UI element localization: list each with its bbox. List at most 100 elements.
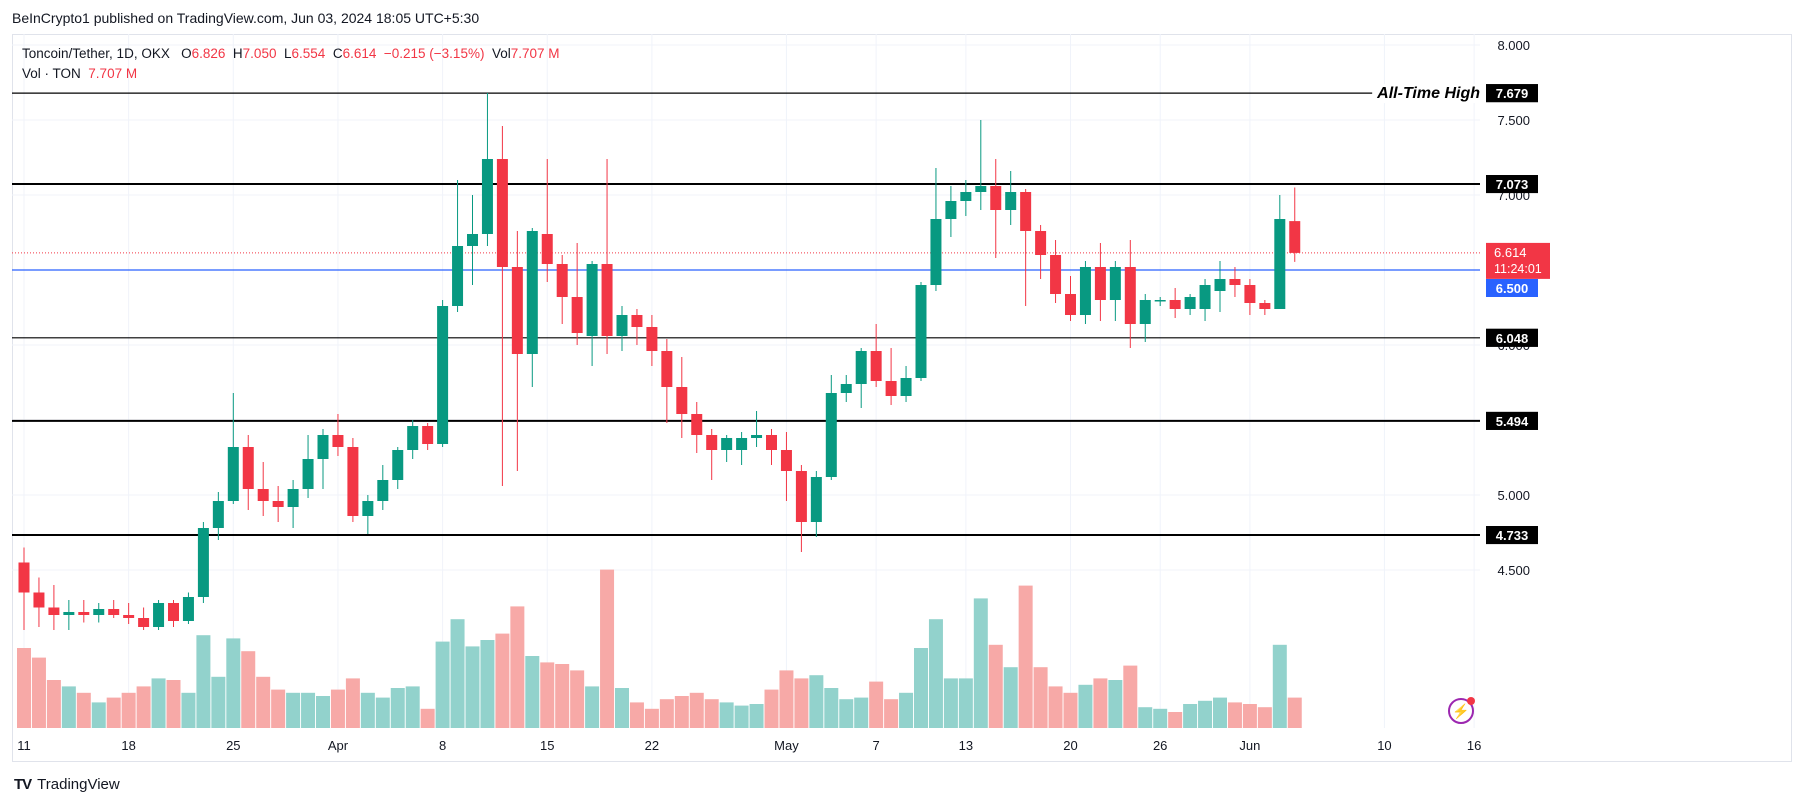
candle-body[interactable] xyxy=(467,234,478,246)
candle-body[interactable] xyxy=(496,159,508,267)
candle-body[interactable] xyxy=(840,384,852,393)
volume-bar xyxy=(17,648,31,728)
candle-body[interactable] xyxy=(123,615,135,618)
candle-body[interactable] xyxy=(362,501,374,516)
candle-body[interactable] xyxy=(736,438,748,450)
candle-body[interactable] xyxy=(661,351,673,387)
brand[interactable]: TV TradingView xyxy=(14,776,120,793)
candle-body[interactable] xyxy=(885,381,897,396)
volume-bar xyxy=(674,696,689,728)
x-tick-label: 8 xyxy=(439,738,446,753)
candle-body[interactable] xyxy=(317,435,329,459)
candle-body[interactable] xyxy=(227,447,239,501)
candle-body[interactable] xyxy=(1184,297,1196,309)
candle-body[interactable] xyxy=(1079,267,1091,315)
candle-body[interactable] xyxy=(138,618,150,627)
candle-body[interactable] xyxy=(332,435,344,447)
candle-body[interactable] xyxy=(706,435,718,450)
candle-body[interactable] xyxy=(601,264,613,336)
candle-body[interactable] xyxy=(1094,267,1106,300)
candle-body[interactable] xyxy=(1124,267,1136,324)
candle-body[interactable] xyxy=(242,447,254,489)
candle-body[interactable] xyxy=(990,186,1002,210)
candle-body[interactable] xyxy=(1274,219,1286,309)
candle-body[interactable] xyxy=(825,393,837,477)
candle-body[interactable] xyxy=(287,489,299,507)
candle-body[interactable] xyxy=(257,489,269,501)
candle-body[interactable] xyxy=(168,603,179,621)
candle-body[interactable] xyxy=(1139,300,1151,324)
candle-body[interactable] xyxy=(1109,267,1121,300)
candle-body[interactable] xyxy=(526,231,538,354)
lightning-icon[interactable]: ⚡ xyxy=(1448,697,1475,724)
candle-body[interactable] xyxy=(63,612,75,615)
candle-body[interactable] xyxy=(541,234,553,264)
candle-body[interactable] xyxy=(930,219,942,285)
volume-row-label: Vol · TON xyxy=(22,66,81,81)
candle-body[interactable] xyxy=(93,609,105,615)
candle-body[interactable] xyxy=(347,447,359,516)
candle-body[interactable] xyxy=(197,528,209,597)
candle-body[interactable] xyxy=(915,285,927,378)
candle-body[interactable] xyxy=(1244,285,1256,303)
candle-body[interactable] xyxy=(1259,303,1271,309)
candle-body[interactable] xyxy=(1020,192,1032,231)
candle-body[interactable] xyxy=(1035,231,1047,255)
candle-body[interactable] xyxy=(721,438,733,450)
volume-bar xyxy=(256,676,271,728)
candle-body[interactable] xyxy=(616,315,628,336)
candle-body[interactable] xyxy=(302,459,314,489)
candle-body[interactable] xyxy=(870,351,882,381)
candle-body[interactable] xyxy=(422,426,434,444)
candle-body[interactable] xyxy=(975,186,987,192)
volume-bar xyxy=(226,638,241,728)
candle-body[interactable] xyxy=(452,246,464,306)
candle-body[interactable] xyxy=(646,327,658,351)
candle-body[interactable] xyxy=(855,351,867,384)
candle-body[interactable] xyxy=(586,264,598,336)
candle-body[interactable] xyxy=(392,450,404,480)
candle-body[interactable] xyxy=(48,607,60,616)
candle-body[interactable] xyxy=(676,387,688,414)
candle-body[interactable] xyxy=(33,592,45,608)
candle-body[interactable] xyxy=(407,426,419,450)
candle-body[interactable] xyxy=(780,450,792,471)
candle-body[interactable] xyxy=(78,612,90,615)
candle-body[interactable] xyxy=(1005,192,1017,210)
candle-body[interactable] xyxy=(18,562,30,593)
candle-body[interactable] xyxy=(511,267,523,354)
candle-body[interactable] xyxy=(1169,300,1181,309)
volume-bar xyxy=(914,648,928,728)
candle-body[interactable] xyxy=(437,306,449,444)
candle-body[interactable] xyxy=(691,414,703,435)
candle-body[interactable] xyxy=(108,609,120,615)
candle-body[interactable] xyxy=(272,501,284,507)
candle-body[interactable] xyxy=(795,471,807,522)
volume-bar xyxy=(1003,667,1018,728)
volume-bar xyxy=(31,657,46,728)
candle-body[interactable] xyxy=(1050,255,1062,294)
candle-body[interactable] xyxy=(556,264,568,297)
volume-bar xyxy=(345,678,360,728)
candle-body[interactable] xyxy=(960,192,972,201)
candle-body[interactable] xyxy=(1214,279,1226,291)
candle-body[interactable] xyxy=(1154,300,1166,302)
candle-body[interactable] xyxy=(481,159,493,234)
candle-body[interactable] xyxy=(1065,294,1076,315)
candle-body[interactable] xyxy=(571,297,583,333)
candle-body[interactable] xyxy=(900,378,912,396)
candle-body[interactable] xyxy=(631,315,643,327)
candle-body[interactable] xyxy=(212,501,224,528)
candle-body[interactable] xyxy=(182,597,194,621)
candle-body[interactable] xyxy=(377,480,389,501)
candle-body[interactable] xyxy=(766,435,777,450)
candle-body[interactable] xyxy=(751,435,763,438)
candle-body[interactable] xyxy=(1229,279,1241,285)
candle-body[interactable] xyxy=(810,477,822,522)
candle-body[interactable] xyxy=(1289,221,1301,253)
low-label: L xyxy=(283,46,292,61)
candle-body[interactable] xyxy=(1199,285,1211,309)
candle-body[interactable] xyxy=(945,201,957,219)
candle-body[interactable] xyxy=(153,603,165,627)
